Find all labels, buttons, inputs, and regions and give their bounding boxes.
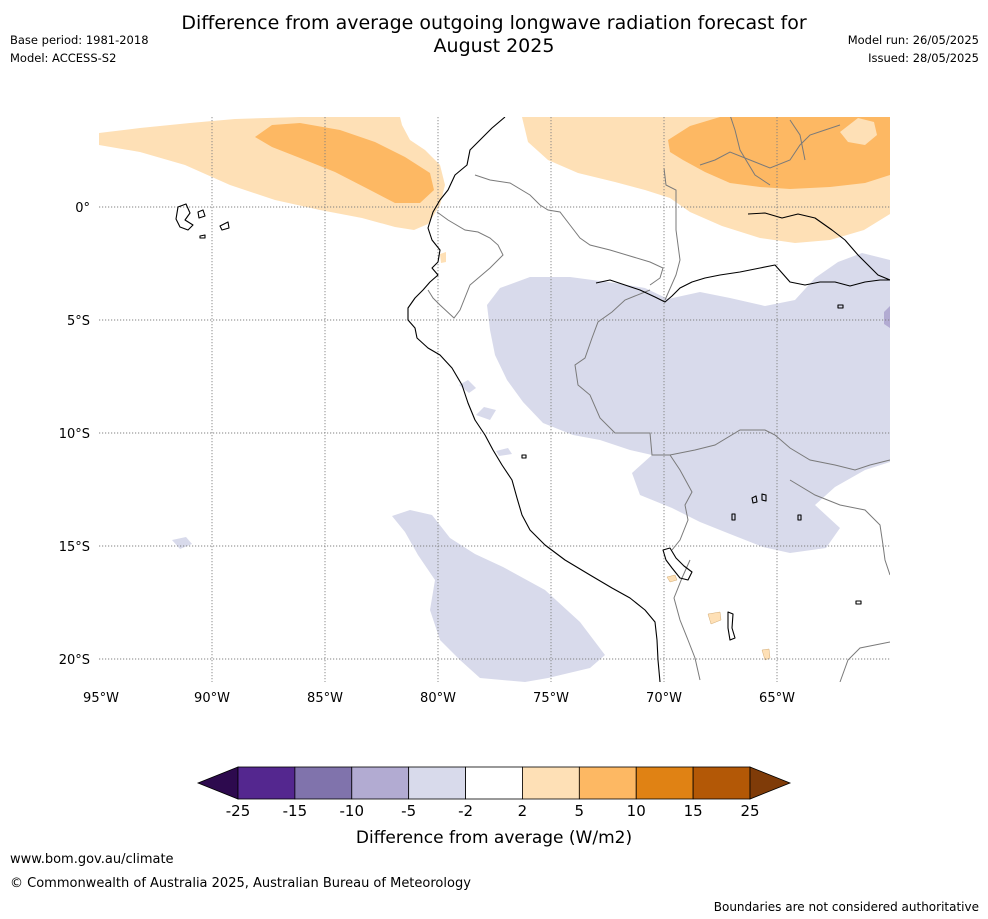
colorbar-tick-label: 10 [627, 802, 646, 820]
graticule [99, 117, 890, 682]
colorbar-segment [294, 766, 353, 800]
colorbar-tick-label: 5 [575, 802, 585, 820]
colorbar-segment [465, 766, 523, 800]
lon-label: 70°W [646, 691, 682, 706]
colorbar-extend-high [749, 766, 792, 800]
colorbar-extend-low [196, 766, 239, 800]
anomaly-light-orange-region [707, 611, 722, 625]
footer-disclaimer: Boundaries are not considered authoritat… [713, 900, 979, 914]
map-title: Difference from average outgoing longwav… [0, 12, 988, 58]
coastline [175, 117, 890, 682]
colorbar-segment [408, 766, 466, 800]
colorbar-segment [237, 766, 296, 800]
issued-text: Issued: 28/05/2025 [868, 51, 979, 65]
anomaly-light-purple-region [487, 253, 890, 553]
anomaly-light-purple-region [476, 407, 496, 420]
colorbar-tick-label: -15 [283, 802, 308, 820]
lat-label: 5°S [67, 314, 90, 329]
lat-label: 10°S [59, 427, 90, 442]
colorbar-segment [635, 766, 694, 800]
map-title-line1: Difference from average outgoing longwav… [181, 12, 807, 34]
anomaly-light-purple-region [392, 510, 605, 682]
anomaly-light-orange-region [666, 574, 678, 583]
colorbar-segment [351, 766, 410, 800]
map-panel [99, 117, 890, 682]
colorbar-tick-label: 2 [518, 802, 528, 820]
lat-label: 0° [75, 201, 90, 216]
lon-labels: 95°W 90°W 85°W 80°W 75°W 70°W 65°W [83, 691, 795, 706]
lat-label: 15°S [59, 540, 90, 555]
base-period-text: Base period: 1981-2018 [10, 33, 149, 47]
colorbar-ticks: -25 -15 -10 -5 -2 2 5 10 15 25 [226, 802, 760, 820]
colorbar-tick-label: -10 [340, 802, 365, 820]
colorbar-label: Difference from average (W/m2) [356, 828, 632, 848]
lon-label: 65°W [759, 691, 795, 706]
lat-label: 20°S [59, 653, 90, 668]
colorbar-tick-label: -2 [458, 802, 473, 820]
anomaly-purple-region [884, 306, 890, 328]
footer-url[interactable]: www.bom.gov.au/climate [10, 852, 174, 867]
lon-label: 95°W [83, 691, 119, 706]
footer-copyright: © Commonwealth of Australia 2025, Austra… [10, 876, 471, 891]
lat-labels: 0° 5°S 10°S 15°S 20°S [59, 201, 90, 668]
colorbar-tick-label: -5 [401, 802, 416, 820]
colorbar-segment [578, 766, 637, 800]
country-borders [427, 117, 890, 682]
lon-label: 85°W [307, 691, 343, 706]
anomaly-light-orange-region [840, 118, 877, 145]
colorbar-segment [692, 766, 751, 800]
anomaly-light-orange-region [440, 252, 446, 263]
anomaly-orange-region [668, 117, 890, 189]
colorbar [196, 766, 792, 800]
colorbar-tick-label: -25 [226, 802, 251, 820]
meta-right: Model run: 26/05/2025 Issued: 28/05/2025 [848, 31, 979, 67]
lon-label: 75°W [533, 691, 569, 706]
map-title-line2: August 2025 [433, 35, 555, 57]
lon-label: 80°W [420, 691, 456, 706]
colorbar-tick-label: 15 [684, 802, 703, 820]
meta-left: Base period: 1981-2018 Model: ACCESS-S2 [10, 31, 149, 67]
anomaly-orange-region [255, 123, 434, 203]
anomaly-light-purple-region [459, 380, 476, 393]
colorbar-segment [522, 766, 580, 800]
lon-label: 90°W [194, 691, 230, 706]
model-run-text: Model run: 26/05/2025 [847, 33, 979, 47]
model-text: Model: ACCESS-S2 [10, 51, 117, 65]
colorbar-tick-label: 25 [740, 802, 759, 820]
anomaly-light-purple-region [496, 448, 512, 456]
anomaly-light-orange-region [761, 648, 771, 661]
